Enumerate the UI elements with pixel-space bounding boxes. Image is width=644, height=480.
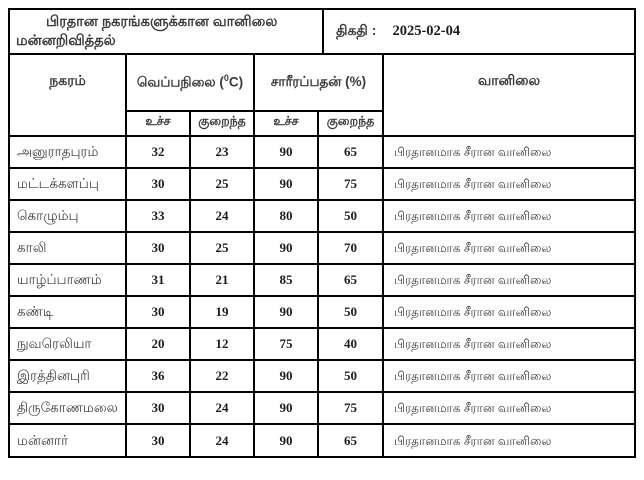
temp-max-cell: 31 xyxy=(125,263,191,297)
weather-table: நகரம் வெப்பநிலை (0C) சாரீரப்பதன் (%) வான… xyxy=(10,55,634,456)
col-header-humidity: சாரீரப்பதன் (%) xyxy=(253,55,385,112)
report-title: பிரதான நகரங்களுக்கான வானிலை மன்னறிவித்தல… xyxy=(16,13,278,49)
hum-max-cell: 90 xyxy=(253,167,320,201)
hum-max-cell: 90 xyxy=(253,391,320,425)
sub-header-humidity-min: குறைந்த xyxy=(317,110,384,137)
city-cell: அனுராதபுரம் xyxy=(10,135,127,169)
temp-min-cell: 24 xyxy=(188,199,256,233)
hum-max-cell: 75 xyxy=(253,327,320,361)
col-header-city: நகரம் xyxy=(10,55,127,137)
sub-header-temp-min: குறைந்த xyxy=(188,110,256,137)
hum-min-cell: 50 xyxy=(317,199,385,233)
table-row: கொழும்பு 33 24 80 50 பிரதானமாக சீரான வான… xyxy=(10,199,634,233)
temp-max-cell: 30 xyxy=(125,295,191,329)
hum-min-cell: 65 xyxy=(317,423,385,456)
temp-max-cell: 33 xyxy=(125,199,191,233)
weather-cell: பிரதானமாக சீரான வானிலை xyxy=(382,359,634,393)
weather-cell: பிரதானமாக சீரான வானிலை xyxy=(382,199,634,233)
hum-min-cell: 65 xyxy=(317,135,385,169)
report-date-value: 2025-02-04 xyxy=(392,23,461,39)
hum-max-cell: 90 xyxy=(253,423,320,456)
table-row: இரத்தினபுரி 36 22 90 50 பிரதானமாக சீரான … xyxy=(10,359,634,393)
temp-max-cell: 30 xyxy=(125,231,191,265)
temp-max-cell: 30 xyxy=(125,167,191,201)
weather-cell: பிரதானமாக சீரான வானிலை xyxy=(382,295,634,329)
weather-cell: பிரதானமாக சீரான வானிலை xyxy=(382,423,634,456)
table-row: திருகோணமலை 30 24 90 75 பிரதானமாக சீரான வ… xyxy=(10,391,634,425)
weather-forecast-sheet: பிரதான நகரங்களுக்கான வானிலை மன்னறிவித்தல… xyxy=(8,8,636,458)
table-row: மன்னார் 30 24 90 65 பிரதானமாக சீரான வானி… xyxy=(10,423,634,456)
hum-max-cell: 90 xyxy=(253,359,320,393)
table-row: யாழ்ப்பாணம் 31 21 85 65 பிரதானமாக சீரான … xyxy=(10,263,634,297)
temp-min-cell: 25 xyxy=(188,167,256,201)
hum-min-cell: 70 xyxy=(317,231,385,265)
weather-table-header: நகரம் வெப்பநிலை (0C) சாரீரப்பதன் (%) வான… xyxy=(10,55,634,137)
temp-min-cell: 22 xyxy=(188,359,256,393)
weather-cell: பிரதானமாக சீரான வானிலை xyxy=(382,327,634,361)
weather-cell: பிரதானமாக சீரான வானிலை xyxy=(382,135,634,169)
hum-max-cell: 90 xyxy=(253,135,320,169)
weather-cell: பிரதானமாக சீரான வானிலை xyxy=(382,231,634,265)
city-cell: காலி xyxy=(10,231,127,265)
city-cell: இரத்தினபுரி xyxy=(10,359,127,393)
temp-min-cell: 21 xyxy=(188,263,256,297)
hum-max-cell: 90 xyxy=(253,295,320,329)
temp-min-cell: 24 xyxy=(188,391,256,425)
temp-min-cell: 19 xyxy=(188,295,256,329)
city-cell: கொழும்பு xyxy=(10,199,127,233)
city-cell: கண்டி xyxy=(10,295,127,329)
temp-min-cell: 12 xyxy=(188,327,256,361)
city-cell: மன்னார் xyxy=(10,423,127,456)
temperature-header-suffix: C) xyxy=(228,74,244,90)
temp-min-cell: 24 xyxy=(188,423,256,456)
temp-max-cell: 30 xyxy=(125,423,191,456)
sub-header-row: உச்ச குறைந்த உச்ச குறைந்த xyxy=(10,110,634,137)
weather-table-body: அனுராதபுரம் 32 23 90 65 பிரதானமாக சீரான … xyxy=(10,135,634,456)
table-row: கண்டி 30 19 90 50 பிரதானமாக சீரான வானிலை xyxy=(10,295,634,329)
hum-min-cell: 65 xyxy=(317,263,385,297)
hum-max-cell: 85 xyxy=(253,263,320,297)
weather-cell: பிரதானமாக சீரான வானிலை xyxy=(382,167,634,201)
hum-min-cell: 75 xyxy=(317,167,385,201)
weather-cell: பிரதானமாக சீரான வானிலை xyxy=(382,263,634,297)
temp-max-cell: 20 xyxy=(125,327,191,361)
table-row: அனுராதபுரம் 32 23 90 65 பிரதானமாக சீரான … xyxy=(10,135,634,169)
hum-max-cell: 90 xyxy=(253,231,320,265)
city-cell: யாழ்ப்பாணம் xyxy=(10,263,127,297)
main-header-row: நகரம் வெப்பநிலை (0C) சாரீரப்பதன் (%) வான… xyxy=(10,55,634,137)
temp-max-cell: 32 xyxy=(125,135,191,169)
report-date-cell: திகதி : 2025-02-04 xyxy=(324,10,634,53)
temperature-header-text: வெப்பநிலை ( xyxy=(136,74,224,90)
temp-min-cell: 25 xyxy=(188,231,256,265)
hum-max-cell: 80 xyxy=(253,199,320,233)
temp-min-cell: 23 xyxy=(188,135,256,169)
temp-max-cell: 36 xyxy=(125,359,191,393)
city-cell: நுவரெலியா xyxy=(10,327,127,361)
sub-header-humidity-max: உச்ச xyxy=(253,110,320,137)
report-date-label: திகதி : xyxy=(336,22,377,38)
title-band: பிரதான நகரங்களுக்கான வானிலை மன்னறிவித்தல… xyxy=(10,10,634,55)
hum-min-cell: 50 xyxy=(317,359,385,393)
temp-max-cell: 30 xyxy=(125,391,191,425)
temperature-degree-superscript: 0 xyxy=(223,72,229,83)
hum-min-cell: 40 xyxy=(317,327,385,361)
table-row: காலி 30 25 90 70 பிரதானமாக சீரான வானிலை xyxy=(10,231,634,265)
city-cell: மட்டக்களப்பு xyxy=(10,167,127,201)
hum-min-cell: 50 xyxy=(317,295,385,329)
city-cell: திருகோணமலை xyxy=(10,391,127,425)
sub-header-temp-max: உச்ச xyxy=(126,110,191,137)
weather-cell: பிரதானமாக சீரான வானிலை xyxy=(382,391,634,425)
hum-min-cell: 75 xyxy=(317,391,385,425)
table-row: மட்டக்களப்பு 30 25 90 75 பிரதானமாக சீரான… xyxy=(10,167,634,201)
table-row: நுவரெலியா 20 12 75 40 பிரதானமாக சீரான வா… xyxy=(10,327,634,361)
col-header-weather: வானிலை xyxy=(382,55,634,137)
report-title-cell: பிரதான நகரங்களுக்கான வானிலை மன்னறிவித்தல… xyxy=(10,10,324,53)
col-header-temperature: வெப்பநிலை (0C) xyxy=(124,55,256,112)
